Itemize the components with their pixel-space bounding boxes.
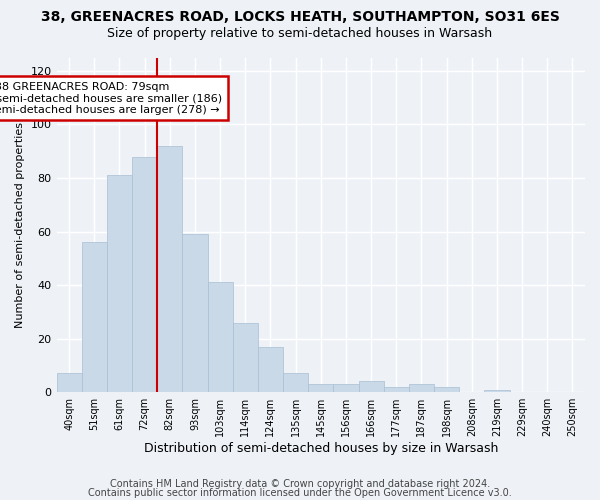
- Bar: [107, 176, 132, 392]
- Bar: [56, 374, 82, 392]
- Text: Contains HM Land Registry data © Crown copyright and database right 2024.: Contains HM Land Registry data © Crown c…: [110, 479, 490, 489]
- Bar: [233, 322, 258, 392]
- Bar: [82, 242, 107, 392]
- Text: 38, GREENACRES ROAD, LOCKS HEATH, SOUTHAMPTON, SO31 6ES: 38, GREENACRES ROAD, LOCKS HEATH, SOUTHA…: [41, 10, 559, 24]
- Bar: [208, 282, 233, 392]
- Bar: [334, 384, 359, 392]
- Bar: [434, 387, 459, 392]
- Bar: [383, 387, 409, 392]
- Bar: [359, 382, 383, 392]
- X-axis label: Distribution of semi-detached houses by size in Warsash: Distribution of semi-detached houses by …: [143, 442, 498, 455]
- Text: Contains public sector information licensed under the Open Government Licence v3: Contains public sector information licen…: [88, 488, 512, 498]
- Bar: [157, 146, 182, 392]
- Bar: [132, 156, 157, 392]
- Y-axis label: Number of semi-detached properties: Number of semi-detached properties: [15, 122, 25, 328]
- Bar: [484, 390, 509, 392]
- Bar: [308, 384, 334, 392]
- Bar: [258, 346, 283, 392]
- Text: Size of property relative to semi-detached houses in Warsash: Size of property relative to semi-detach…: [107, 28, 493, 40]
- Bar: [182, 234, 208, 392]
- Bar: [409, 384, 434, 392]
- Text: 38 GREENACRES ROAD: 79sqm
← 38% of semi-detached houses are smaller (186)
 57% o: 38 GREENACRES ROAD: 79sqm ← 38% of semi-…: [0, 82, 222, 115]
- Bar: [283, 374, 308, 392]
